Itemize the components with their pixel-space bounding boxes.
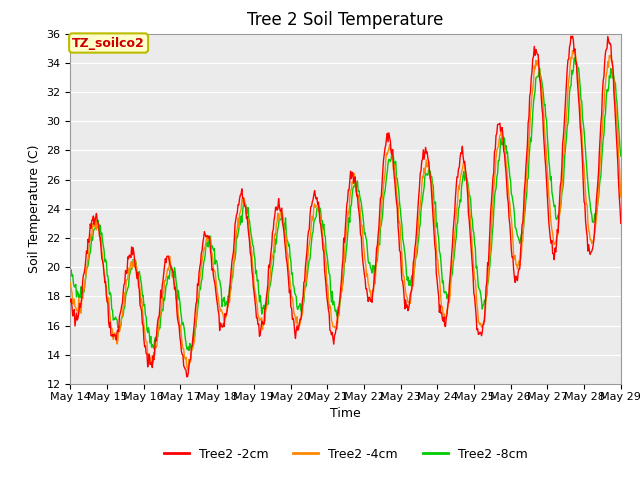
Tree2 -4cm [77, 304, 84, 310]
Tree2 -4cm [617, 194, 625, 200]
Line: Tree2 -2cm: Tree2 -2cm [70, 36, 621, 377]
Tree2 -2cm [190, 329, 198, 335]
Tree2 -2cm [67, 299, 74, 305]
Text: TZ_soilco2: TZ_soilco2 [72, 36, 145, 49]
Tree2 -4cm [570, 46, 578, 51]
Y-axis label: Soil Temperature (C): Soil Temperature (C) [28, 144, 41, 273]
Tree2 -2cm [567, 33, 575, 39]
Tree2 -4cm [413, 241, 421, 247]
Title: Tree 2 Soil Temperature: Tree 2 Soil Temperature [248, 11, 444, 29]
Tree2 -8cm [133, 271, 141, 277]
Tree2 -8cm [571, 55, 579, 60]
Tree2 -8cm [190, 332, 198, 338]
Tree2 -2cm [413, 216, 421, 222]
Tree2 -8cm [617, 153, 625, 159]
Tree2 -8cm [219, 297, 227, 302]
Tree2 -4cm [429, 200, 437, 205]
Tree2 -2cm [429, 217, 437, 223]
Tree2 -8cm [185, 348, 193, 353]
Tree2 -8cm [413, 250, 421, 256]
Tree2 -4cm [190, 342, 198, 348]
Line: Tree2 -8cm: Tree2 -8cm [70, 58, 621, 350]
Tree2 -8cm [429, 183, 437, 189]
Legend: Tree2 -2cm, Tree2 -4cm, Tree2 -8cm: Tree2 -2cm, Tree2 -4cm, Tree2 -8cm [159, 443, 532, 466]
Tree2 -2cm [77, 305, 84, 311]
Tree2 -8cm [77, 295, 84, 300]
Tree2 -2cm [183, 374, 191, 380]
Tree2 -4cm [219, 311, 227, 317]
Tree2 -4cm [133, 270, 141, 276]
Tree2 -2cm [219, 324, 227, 330]
Tree2 -4cm [184, 367, 191, 372]
X-axis label: Time: Time [330, 407, 361, 420]
Tree2 -2cm [133, 276, 141, 282]
Tree2 -4cm [67, 280, 74, 286]
Tree2 -8cm [67, 270, 74, 276]
Line: Tree2 -4cm: Tree2 -4cm [70, 48, 621, 370]
Tree2 -2cm [617, 220, 625, 226]
